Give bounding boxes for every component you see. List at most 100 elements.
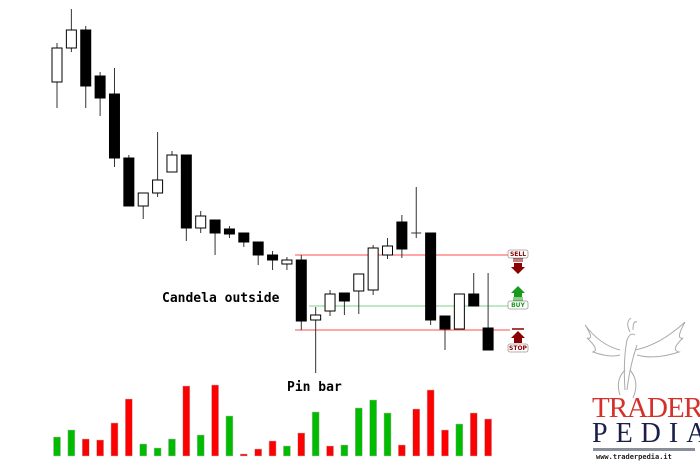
candle (108, 68, 120, 167)
candle-body (238, 232, 250, 243)
candle-body (324, 293, 336, 312)
candle (439, 315, 451, 350)
volume-bar (355, 407, 363, 457)
candle-body (137, 192, 149, 207)
volume-bar (455, 423, 464, 457)
candle (324, 290, 336, 316)
volume-bar (240, 453, 248, 457)
candle (468, 273, 480, 307)
volume-bar (469, 412, 478, 457)
candle-body (396, 221, 408, 250)
candle (123, 155, 135, 207)
candle-body (468, 293, 480, 307)
candle-body (338, 292, 350, 302)
level-tag-label: STOP (509, 345, 528, 352)
candle (396, 215, 408, 258)
candle-body (425, 232, 437, 321)
candle (353, 273, 365, 314)
candle (195, 211, 207, 233)
volume-bar (268, 440, 277, 457)
level-tag-box (507, 343, 529, 353)
candle (238, 232, 250, 247)
level-tag-label: BUY (511, 302, 525, 309)
logo-url: www.traderpedia.it (596, 453, 672, 461)
candle-body (482, 327, 494, 351)
volume-bar (412, 408, 420, 457)
phoenix-logo-icon (584, 317, 686, 399)
volume-bar (225, 415, 234, 457)
candle-body (252, 241, 264, 256)
candle (425, 232, 437, 325)
candle-body (281, 259, 293, 265)
candle (51, 43, 63, 108)
logo: TRADER PEDIA www.traderpedia.it (575, 310, 700, 467)
level-tag-box (507, 300, 529, 310)
volume-bar (283, 445, 291, 457)
volume-bar (297, 432, 306, 457)
level-tag-buy: BUY (507, 300, 529, 310)
volume-bar (484, 418, 492, 457)
candle-body (51, 47, 63, 83)
volume-bar (311, 411, 320, 457)
volume-bar (340, 444, 349, 457)
candle (166, 151, 178, 173)
candle (252, 241, 264, 265)
candle (209, 219, 221, 255)
candle (267, 251, 279, 270)
volume-bar (326, 445, 334, 457)
candle (152, 132, 164, 197)
volume-bar (110, 422, 119, 457)
level-tag-stop: STOP (507, 343, 529, 353)
candle-body (267, 254, 279, 261)
candle-body (65, 29, 77, 49)
buy-lines-icon (513, 297, 523, 301)
volume-bar (426, 389, 435, 457)
level-tag-label: SELL (510, 251, 526, 258)
volume-bar (369, 399, 377, 457)
candle-body (166, 154, 178, 173)
annotation-pin-bar: Pin bar (287, 380, 342, 395)
candle-body (367, 247, 379, 291)
volume-bar (182, 385, 191, 457)
volume-bar (254, 448, 262, 457)
candle (80, 26, 92, 108)
candle (310, 307, 322, 373)
level-tag-box (507, 249, 529, 259)
candle-body (80, 29, 92, 87)
arrow-up-bar-icon (511, 331, 525, 343)
candle (338, 292, 350, 315)
candle-body (209, 219, 221, 234)
candle-body (152, 179, 164, 194)
volume-bar (139, 443, 147, 457)
candle-body (195, 215, 207, 229)
candle-body (108, 93, 120, 159)
logo-trader: TRADER (592, 392, 700, 424)
candle-body (94, 75, 106, 99)
candle-body (180, 154, 192, 229)
candle (180, 154, 192, 241)
volume-bar (96, 439, 104, 457)
arrow-up-icon (511, 286, 525, 297)
volume-bar (441, 429, 449, 457)
candle-body (353, 273, 365, 292)
candle-body (295, 259, 307, 322)
candle (295, 255, 307, 330)
candle (411, 187, 422, 238)
candle-body (453, 293, 465, 330)
candle-body (382, 245, 394, 256)
annotation-candela-outside: Candela outside (162, 291, 280, 306)
volume-bar (383, 412, 392, 457)
volume-bar (125, 398, 133, 457)
volume-bar (196, 434, 205, 457)
sell-lines-icon (513, 258, 523, 262)
volume-bar (53, 436, 61, 457)
candle (382, 238, 394, 259)
logo-divider (593, 448, 695, 451)
candle-body (223, 228, 235, 235)
volume-bar (211, 384, 219, 457)
candle-body (123, 157, 135, 207)
candle (482, 273, 494, 351)
candle (223, 226, 235, 238)
